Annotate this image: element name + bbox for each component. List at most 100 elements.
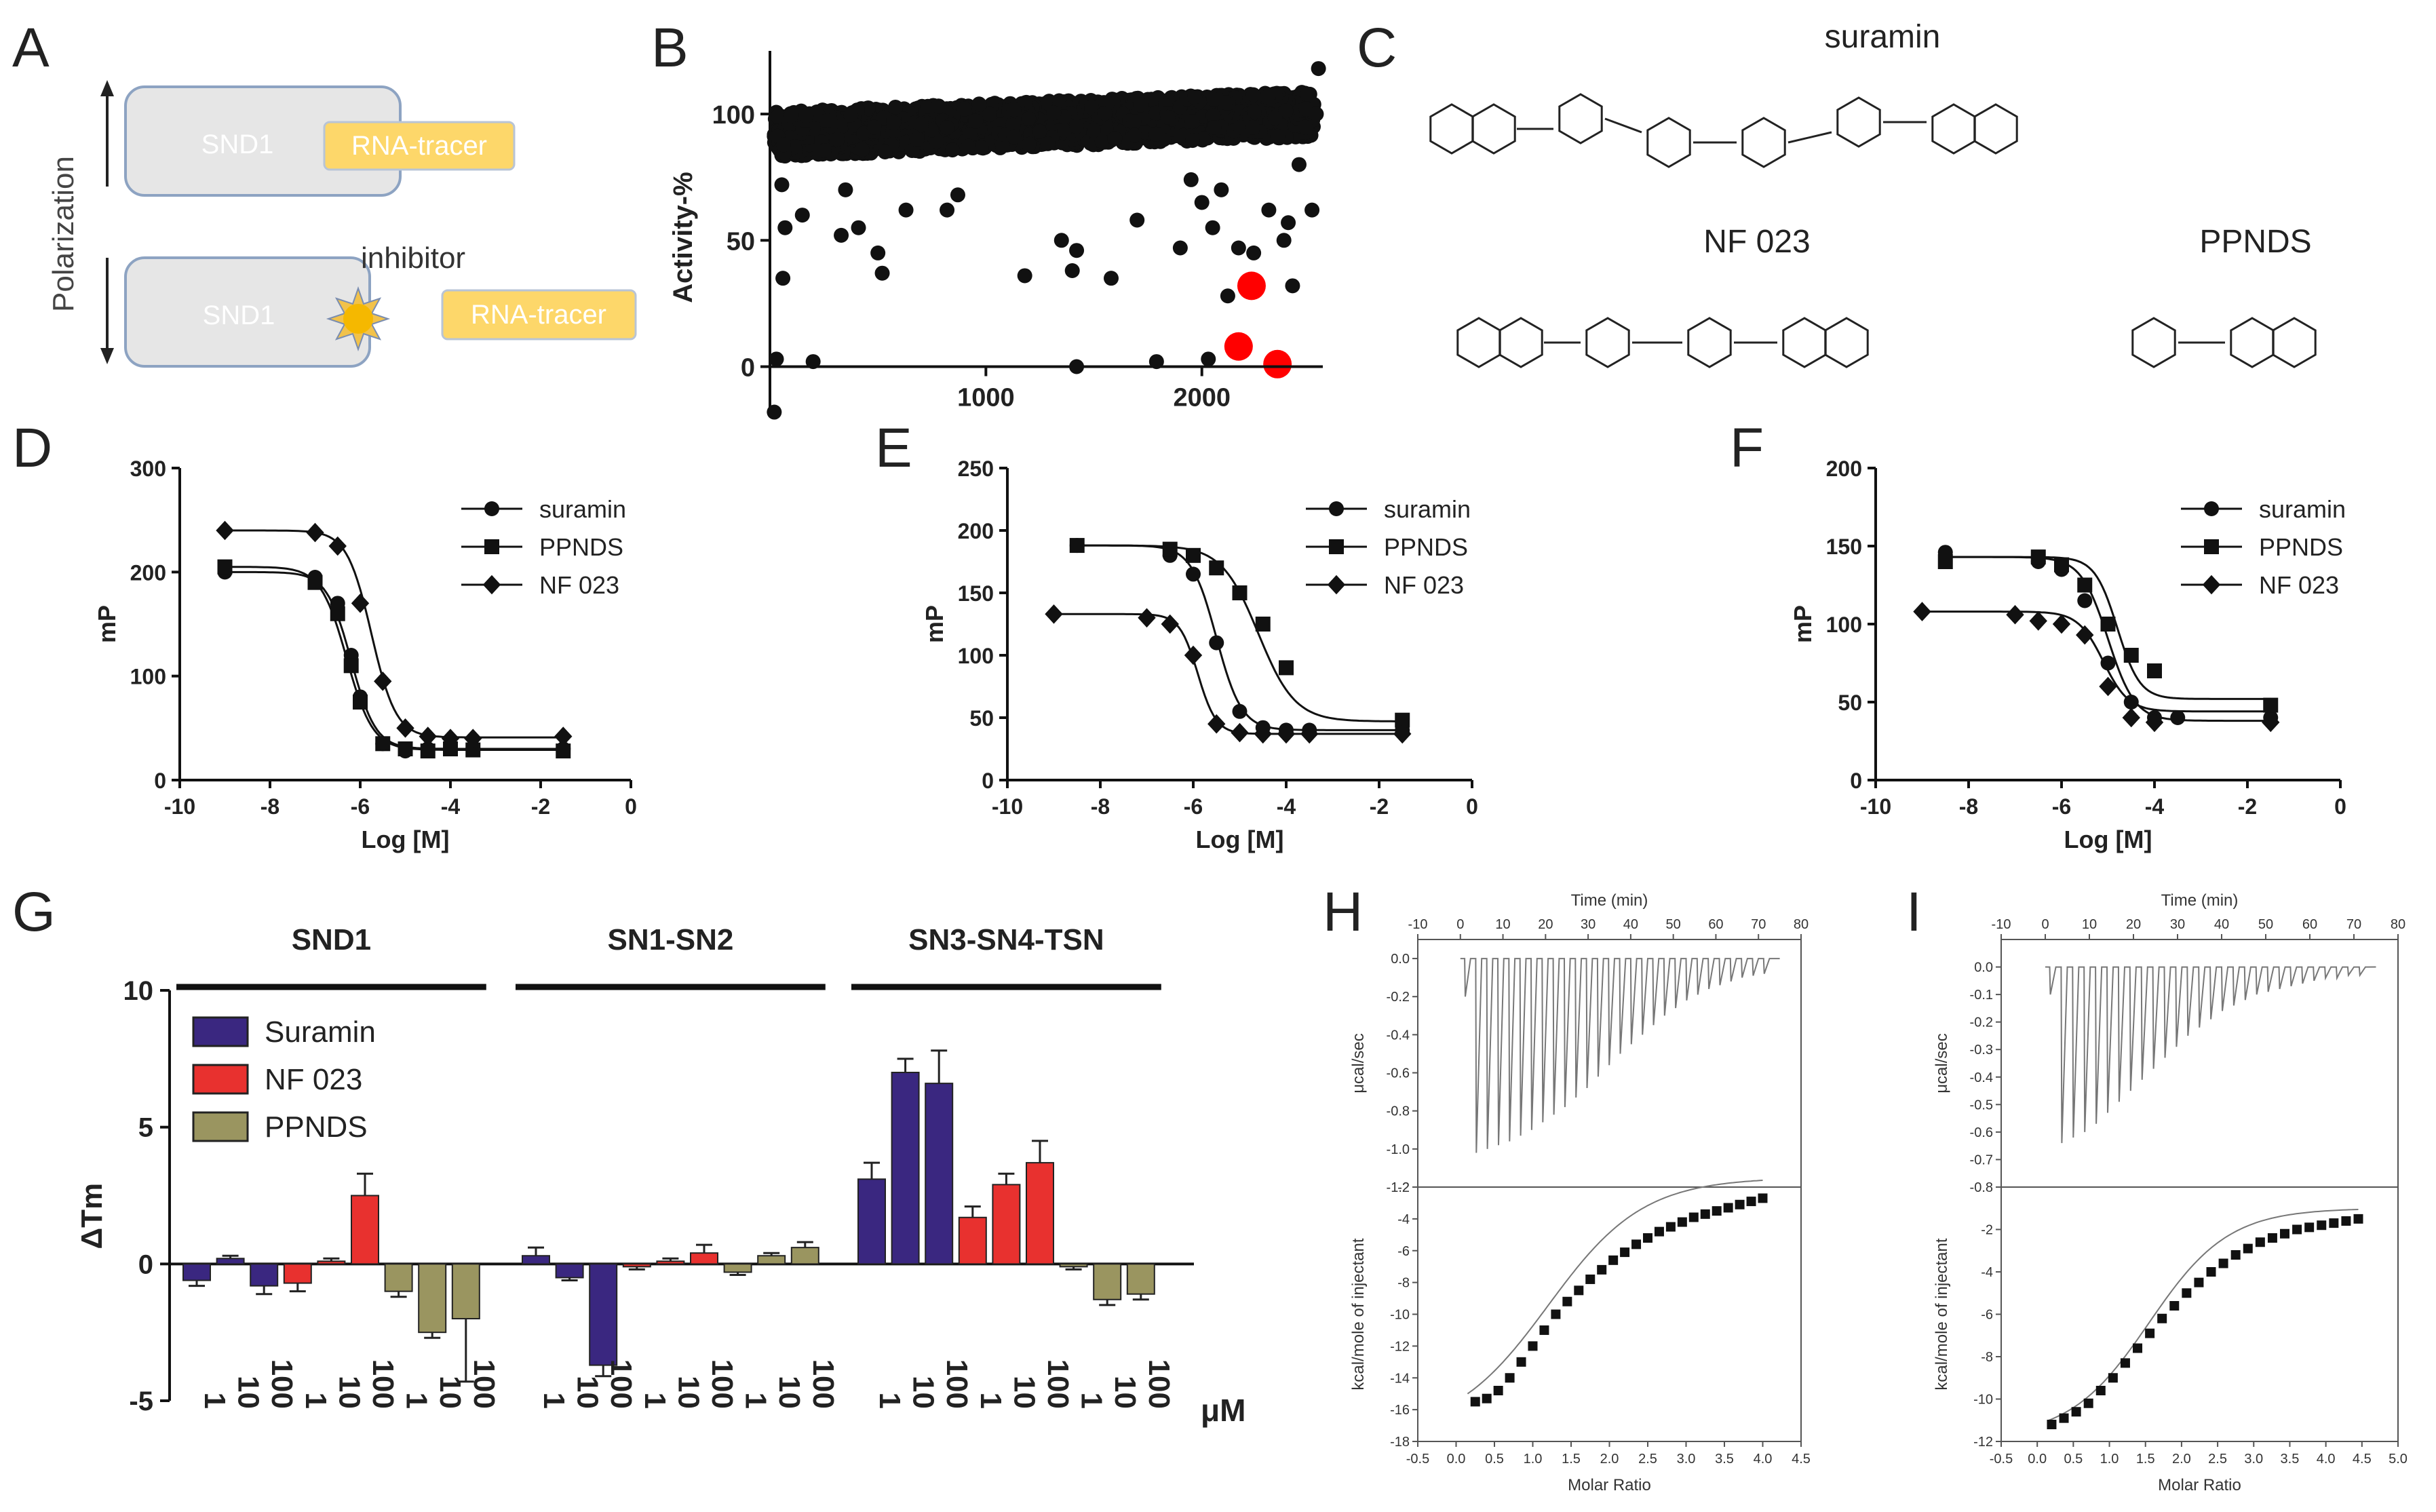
isotherm-point: [1470, 1397, 1480, 1407]
concentration-label: 1: [638, 1393, 672, 1409]
scatter-point: [1194, 195, 1210, 210]
band-point: [843, 107, 859, 123]
band-point: [1260, 90, 1275, 105]
scatter-point: [1246, 245, 1262, 260]
legend-swatch-ppnds: [192, 1111, 249, 1142]
bottom-y-tick-label: -16: [1390, 1403, 1410, 1418]
data-point-ppnds: [217, 559, 233, 575]
y-tick-label: 5: [138, 1113, 153, 1143]
y-tick-label: 10: [123, 976, 154, 1006]
panel-letter-c: C: [1357, 17, 1397, 79]
data-point-nf-023: [2099, 676, 2117, 697]
scatter-point: [1311, 61, 1326, 77]
group-label-snd1: SND1: [292, 923, 371, 956]
band-point: [1097, 106, 1113, 121]
scatter-point: [851, 220, 866, 235]
bottom-x-tick-label: 4.0: [2317, 1452, 2336, 1467]
structure-drawings: [1429, 93, 2317, 368]
snd1-label-bound: SND1: [201, 130, 274, 159]
band-point: [1006, 102, 1022, 117]
concentration-label: 1: [400, 1393, 433, 1409]
legend-label-nf-023: NF 023: [265, 1063, 362, 1096]
rna-tracer-label-free: RNA-tracer: [471, 300, 606, 330]
legend-marker-suramin: [2204, 501, 2219, 516]
band-point: [830, 132, 845, 147]
band-point: [1032, 123, 1047, 139]
benzene-ring: [1585, 317, 1630, 368]
bottom-x-tick-label: 1.5: [2136, 1452, 2155, 1467]
legend-label-nf-023: NF 023: [539, 571, 619, 599]
legend-label-ppnds: PPNDS: [265, 1110, 368, 1144]
top-x-tick-label: 80: [1794, 917, 1809, 932]
data-point-ppnds: [2030, 549, 2046, 565]
panel-d-chart: 0 100 200 300 -10 -8 -6 -4 -2 0 Log [M] mP suramin PP…: [93, 457, 637, 853]
top-y-axis-title: μcal/sec: [1349, 1033, 1368, 1093]
data-point-ppnds: [307, 575, 323, 590]
y-tick-label: -5: [129, 1387, 153, 1416]
legend-marker-suramin: [484, 501, 499, 516]
y-tick-label: 300: [130, 457, 166, 481]
data-point-nf-023: [1161, 614, 1179, 634]
scatter-point: [940, 202, 955, 218]
band-point: [877, 144, 893, 159]
concentration-label: 1: [299, 1393, 332, 1409]
scatter-point: [874, 265, 890, 281]
concentration-label: 10: [773, 1376, 806, 1409]
top-y-axis-title: μcal/sec: [1933, 1033, 1951, 1093]
data-point-ppnds: [2054, 557, 2069, 573]
naphthalene-ring: [1499, 317, 1543, 368]
band-point: [855, 142, 870, 157]
bottom-y-tick-label: -2: [1397, 1180, 1410, 1195]
concentration-label: 100: [940, 1359, 973, 1409]
bottom-x-tick-label: 3.0: [1677, 1452, 1696, 1467]
isotherm-point: [1608, 1255, 1619, 1265]
data-point-nf-023: [1277, 724, 1296, 744]
band-point: [1206, 92, 1222, 107]
isotherm-point: [1746, 1197, 1756, 1207]
x-tick-label: -2: [531, 794, 550, 819]
data-point-nf-023: [441, 729, 460, 748]
y-tick-label: 200: [130, 560, 166, 585]
band-point: [1069, 119, 1085, 134]
structure-name-ppnds: PPNDS: [2199, 224, 2311, 260]
scatter-point: [1281, 215, 1296, 231]
data-point-nf-023: [396, 718, 414, 738]
bar-sn1-sn2-ppnds: [790, 1247, 819, 1265]
data-point-nf-023: [2052, 614, 2071, 634]
concentration-label: 10: [1007, 1376, 1041, 1409]
concentration-label: 1: [873, 1393, 906, 1409]
band-point: [1206, 119, 1222, 135]
panel-h-chart: -10 0 10 20 30 40 50 60 70 80 Time (min) 0.0 -0.2 -0.…: [1349, 891, 1811, 1494]
isotherm-point: [1677, 1217, 1687, 1227]
data-point-ppnds: [353, 695, 368, 710]
scatter-point: [1220, 288, 1235, 304]
top-x-tick-label: 80: [2391, 917, 2405, 932]
data-point-nf-023: [216, 520, 234, 541]
data-point-suramin: [1186, 566, 1201, 582]
data-point-nf-023: [1231, 722, 1249, 743]
panel-i-chart: -10 0 10 20 30 40 50 60 70 80 Time (min) 0.0 -0.1 -0.…: [1933, 891, 2408, 1494]
isotherm-point: [2145, 1328, 2155, 1338]
concentration-label: 100: [1142, 1359, 1176, 1409]
top-x-tick-label: 40: [1623, 917, 1638, 932]
x-tick-label: -10: [1860, 794, 1891, 819]
data-point-nf-023: [374, 672, 392, 691]
bottom-x-tick-label: 3.5: [1715, 1452, 1734, 1467]
data-point-ppnds: [1937, 554, 1953, 569]
bottom-x-tick-label: 1.0: [1524, 1452, 1543, 1467]
scatter-point: [1053, 233, 1069, 248]
band-point: [1278, 103, 1294, 119]
isotherm-point: [1723, 1203, 1733, 1213]
scatter-point: [950, 187, 965, 203]
scatter-point: [1205, 220, 1220, 235]
data-point-nf-023: [328, 536, 347, 556]
bottom-x-tick-label: -0.5: [1990, 1452, 2013, 1467]
bottom-x-tick-label: 4.0: [1754, 1452, 1773, 1467]
bar-sn1-sn2-nf-023: [656, 1260, 685, 1265]
y-tick-label: 200: [1826, 457, 1862, 481]
legend-marker-nf-023: [482, 575, 501, 595]
scatter-point: [1276, 233, 1292, 248]
bar-sn1-sn2-suramin: [555, 1263, 584, 1279]
top-x-tick-label: 40: [2214, 917, 2229, 932]
